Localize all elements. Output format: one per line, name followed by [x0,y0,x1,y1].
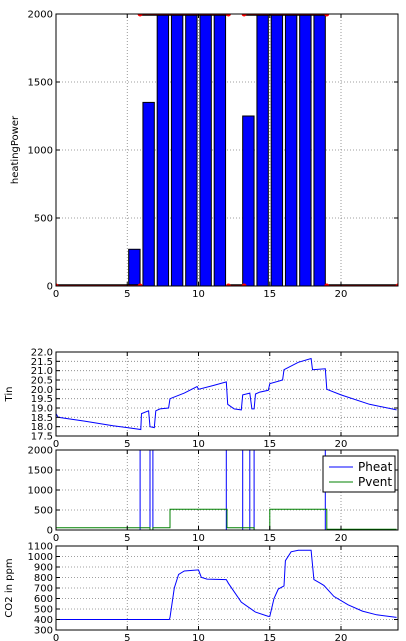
series-line [56,549,397,620]
y-tick-label: 1000 [28,486,53,497]
x-tick-label: 0 [53,533,59,544]
x-tick-label: 20 [335,289,348,300]
legend-label: Pheat [358,460,393,474]
marker-point [137,14,143,17]
y-tick-label: 400 [34,615,53,626]
y-tick-label: 18.0 [31,422,53,433]
x-tick-label: 20 [335,533,348,544]
x-tick-label: 10 [192,633,205,641]
x-tick-label: 20 [335,439,348,450]
y-tick-label: 20.0 [31,385,53,396]
y-tick-label: 2000 [28,446,53,457]
y-tick-label: 2000 [28,10,53,21]
bar [284,14,298,286]
marker-point [137,283,143,286]
x-tick-label: 20 [335,633,348,641]
bar [242,115,255,286]
y-tick-label: 1500 [28,78,53,89]
series-line [56,357,397,431]
marker-point [241,14,247,17]
series-line [56,508,397,530]
x-tick-label: 10 [192,439,205,450]
y-tick-label: 700 [34,584,53,595]
y-tick-label: 500 [34,605,53,616]
x-tick-label: 10 [192,289,205,300]
y-tick-label: 1500 [28,466,53,477]
x-tick-label: 5 [124,289,130,300]
legend-box [322,455,396,493]
x-tick-label: 0 [53,439,59,450]
plot-area [56,357,397,431]
y-tick-label: 21.5 [31,357,53,368]
bar [270,14,284,286]
axes-frame [55,351,399,437]
x-tick-label: 15 [263,533,276,544]
bar [299,14,312,286]
legend-label: Pvent [358,475,392,489]
y-tick-label: 18.5 [31,413,53,424]
y-axis-label: CO2 in ppm [4,558,15,617]
y-tick-label: 22.0 [31,348,53,359]
y-tick-label: 1000 [28,146,53,157]
y-tick-label: 500 [34,214,53,225]
bar [142,101,155,286]
y-axis-label: heatingPower [10,115,21,184]
marker-point [225,283,231,286]
bar [256,14,269,286]
x-tick-label: 10 [192,533,205,544]
x-tick-label: 5 [124,533,130,544]
plot-area [56,14,398,286]
x-tick-label: 5 [124,633,130,641]
y-tick-label: 600 [34,594,53,605]
x-tick-label: 15 [263,289,276,300]
y-tick-label: 19.0 [31,404,53,415]
plot-area [56,450,397,530]
bar [128,248,141,286]
x-tick-label: 0 [53,633,59,641]
x-tick-label: 15 [263,439,276,450]
y-tick-label: 1100 [28,542,53,553]
plot-area [56,549,397,620]
bar [199,14,212,286]
marker-point [395,283,398,286]
heating-power-panel: 0 5 10 15 20 0 500 1000 1500 2000 heatingPower [10,10,399,300]
y-tick-label: 19.5 [31,394,53,405]
bar [313,14,326,286]
bar [185,14,198,286]
marker-point [241,283,247,286]
marker-point [324,14,330,17]
y-tick-label: 800 [34,573,53,584]
y-axis-label: Tin [4,387,15,403]
marker-point [225,14,231,17]
y-tick-label: 300 [34,626,53,637]
x-tick-label: 5 [124,439,130,450]
x-tick-label: 15 [263,633,276,641]
y-tick-label: 21.0 [31,366,53,377]
bar [213,14,227,286]
y-tick-label: 1000 [28,552,53,563]
y-tick-label: 20.5 [31,376,53,387]
marker-point [56,283,59,286]
bar [156,14,170,286]
marker-point [324,283,330,286]
y-tick-label: 0 [47,526,53,537]
bar [170,14,184,286]
x-tick-label: 0 [53,289,59,300]
y-tick-label: 17.5 [31,432,53,443]
y-tick-label: 900 [34,563,53,574]
y-tick-label: 500 [34,506,53,517]
tin-panel: 0 5 10 15 20 17.518.018.519.019.520.020.521.0… [4,348,399,450]
y-tick-label: 0 [47,282,53,293]
